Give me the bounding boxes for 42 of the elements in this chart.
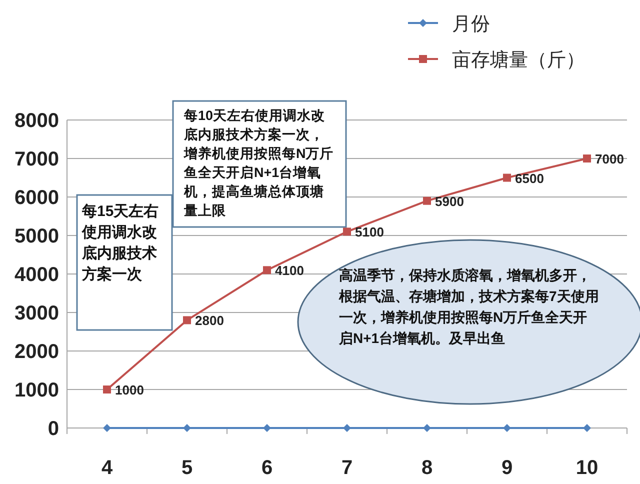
point	[103, 424, 111, 432]
data-label: 5900	[435, 194, 464, 209]
x-tick-label: 4	[101, 457, 114, 479]
y-tick-label: 2000	[14, 341, 59, 363]
data-label: 4100	[275, 263, 304, 278]
annotation: 每10天左右使用调水改底内服技术方案一次，增养机使用按照每N万斤鱼全天开启N+1台增氧机，提高鱼塘总体顶塘量上限	[183, 108, 334, 218]
y-tick-label: 7000	[14, 148, 59, 170]
data-label: 7000	[595, 152, 624, 166]
annotation: 每15天左右使用调水改底内服技术方案一次	[81, 203, 159, 283]
point	[103, 386, 111, 394]
annotation: 高温季节，保持水质溶氧，增氧机多开，根据气温、存塘增加，技术方案每7天使用一次，增养机使用按照每N万斤鱼全天开启N+1台增氧机。及早出鱼	[338, 267, 599, 346]
point	[423, 424, 431, 432]
point	[183, 316, 191, 324]
y-tick-label: 6000	[14, 187, 59, 209]
x-tick-label: 6	[261, 457, 273, 479]
data-label: 6500	[515, 170, 544, 186]
y-tick-label: 8000	[14, 110, 59, 132]
x-tick-label: 7	[341, 457, 353, 479]
data-label: 5100	[355, 224, 384, 240]
y-tick-label: 4000	[14, 264, 59, 286]
point	[423, 196, 431, 205]
point	[263, 266, 271, 274]
point	[583, 424, 591, 432]
legend-label: 月份	[452, 14, 490, 35]
data-label: 1000	[115, 382, 144, 398]
point	[343, 228, 351, 236]
y-tick-label: 3000	[14, 302, 59, 324]
y-tick-label: 1000	[14, 380, 59, 402]
point	[503, 424, 511, 432]
x-tick-label: 9	[501, 457, 513, 479]
x-tick-label: 10	[576, 457, 598, 479]
point	[183, 424, 191, 432]
x-tick-label: 8	[421, 457, 433, 479]
legend-label: 亩存塘量（斤）	[452, 49, 585, 71]
point	[503, 174, 511, 182]
x-tick-label: 5	[181, 457, 193, 479]
data-label: 2800	[195, 313, 224, 328]
y-tick-label: 0	[48, 418, 59, 440]
point	[583, 154, 591, 162]
y-tick-label: 5000	[14, 226, 59, 248]
point	[343, 424, 351, 432]
point	[263, 424, 271, 432]
